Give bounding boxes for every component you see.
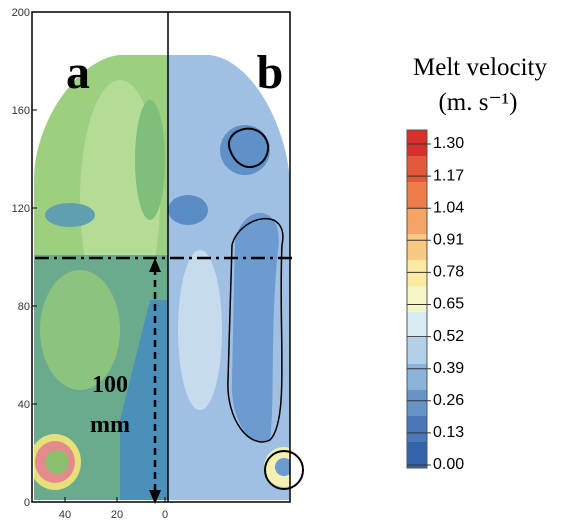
colorbar-segment: [407, 416, 427, 443]
colorbar-segment: [407, 156, 427, 183]
flow-loop: [264, 450, 304, 490]
panel-label: b: [257, 46, 284, 99]
y-tick-label: 160: [12, 105, 30, 117]
colorbar-label: 0.78: [433, 264, 464, 281]
colorbar-label: 1.04: [433, 199, 464, 216]
colorbar-label: 0.91: [433, 232, 464, 249]
colorbar-segment: [407, 338, 427, 365]
colorbar-segment: [407, 208, 427, 235]
x-tick-label: 40: [59, 509, 71, 521]
colorbar-segment: [407, 364, 427, 391]
colorbar-segment: [407, 286, 427, 313]
colorbar-label: 0.52: [433, 328, 464, 345]
colorbar-label: 0.13: [433, 424, 464, 441]
colorbar-segment: [407, 182, 427, 209]
flow-loop: [227, 127, 270, 168]
y-tick-label: 200: [12, 7, 30, 19]
x-tick-label: 0: [162, 509, 168, 521]
colorbar-segment: [407, 312, 427, 339]
colorbar-segment: [407, 260, 427, 287]
colorbar-segment: [407, 130, 427, 157]
contour-field: [34, 55, 290, 500]
y-tick-label: 0: [24, 497, 30, 509]
colorbar-label: 1.30: [433, 135, 464, 152]
colorbar-segment: [407, 390, 427, 417]
y-tick-label: 80: [18, 301, 30, 313]
colorbar-segment: [407, 442, 427, 469]
colorbar-label: 1.17: [433, 167, 464, 184]
panel-label: a: [66, 46, 90, 99]
y-tick-label: 120: [12, 203, 30, 215]
colorbar-label: 0.65: [433, 296, 464, 313]
colorbar-label: 0.39: [433, 360, 464, 377]
flow-loop: [227, 218, 284, 443]
annotation: 100: [92, 372, 128, 398]
legend-title: Melt velocity: [413, 54, 547, 81]
colorbar-segment: [407, 234, 427, 261]
x-tick-label: 20: [111, 509, 123, 521]
colorbar-frame: [406, 129, 428, 469]
colorbar-label: 0.26: [433, 392, 464, 409]
y-tick-label: 40: [18, 399, 30, 411]
colorbar-label: 0.00: [433, 456, 464, 473]
legend-unit: (m. s⁻¹): [438, 89, 517, 116]
annotation: mm: [90, 412, 130, 438]
